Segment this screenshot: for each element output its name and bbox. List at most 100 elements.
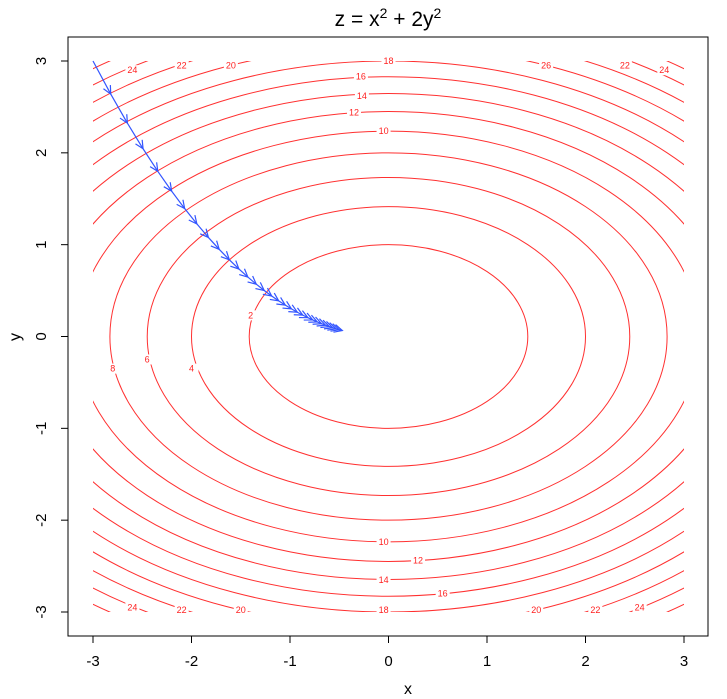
contour-label: 14 (357, 91, 367, 101)
x-tick-label: 1 (483, 653, 491, 670)
contour-label: 8 (110, 364, 115, 374)
path-step (271, 295, 280, 302)
path-arrowhead (247, 275, 258, 286)
contour-label: 14 (379, 575, 389, 585)
path-step (92, 60, 112, 95)
title-mid: + 2y (387, 8, 434, 31)
path-arrowhead (333, 324, 344, 333)
contour-level-2 (248, 244, 529, 429)
contour-label-bg (140, 354, 155, 365)
contour-level-22 (93, 61, 684, 612)
path-step (142, 148, 159, 172)
contour-label-bg (125, 65, 140, 76)
title-lhs: z = x (335, 8, 380, 31)
x-tick-label: -2 (185, 653, 198, 670)
contour-label: 10 (379, 537, 389, 547)
contour-label: 16 (356, 72, 366, 82)
contour-label-bg (411, 555, 426, 566)
contour-label-bg (657, 65, 672, 76)
contour-label-bg (539, 60, 554, 71)
x-tick-label: -3 (86, 653, 99, 670)
y-tick-label: 1 (33, 240, 50, 248)
contour-level-26 (93, 61, 684, 612)
contour-label: 22 (177, 61, 187, 71)
contour-label-bg (184, 363, 199, 374)
contour-level-4 (191, 206, 586, 467)
y-axis-label: y (7, 333, 24, 341)
contour-label-bg (174, 605, 189, 616)
path-step (196, 223, 209, 238)
contour-label-bg (617, 60, 632, 71)
contour-label: 24 (127, 65, 137, 75)
path-step (126, 122, 144, 150)
contour-label-bg (376, 574, 391, 585)
path-step (228, 259, 240, 270)
path-step (247, 276, 257, 285)
contour-label-bg (353, 71, 368, 82)
contour-label-bg (529, 605, 544, 616)
y-axis: -3 -2 -1 0 1 2 3 (33, 57, 69, 619)
contour-label: 22 (590, 605, 600, 615)
contour-level-12 (93, 111, 684, 562)
contour-label-bg (354, 90, 369, 101)
contour-label: 12 (349, 107, 359, 117)
path-arrowhead (135, 139, 144, 150)
y-tick-label: -1 (33, 422, 50, 435)
contour-label-bg (381, 56, 396, 66)
y-tick-label: 3 (33, 57, 50, 65)
contour-level-16 (93, 76, 684, 597)
x-tick-label: 0 (384, 653, 392, 670)
x-tick-label: 2 (581, 653, 589, 670)
title-exp-2: 2 (434, 5, 442, 21)
contour-label: 20 (531, 605, 541, 615)
contour-label: 26 (541, 61, 551, 71)
path-step (184, 208, 198, 225)
descent-path (92, 60, 344, 333)
contour-label-bg (347, 107, 362, 118)
contour-level-20 (93, 61, 684, 612)
contour-label: 18 (383, 56, 393, 66)
path-step (207, 237, 220, 250)
contour-label: 22 (620, 61, 630, 71)
contour-label: 6 (145, 354, 150, 364)
title-exp-1: 2 (380, 5, 388, 21)
x-axis: -3 -2 -1 0 1 2 3 (86, 635, 688, 670)
contour-label: 24 (635, 602, 645, 612)
contour-label-bg (435, 588, 450, 599)
contour-label: 20 (236, 605, 246, 615)
y-tick-label: 2 (33, 149, 50, 157)
contour-label-bg (105, 363, 120, 374)
contour-level-8 (109, 152, 668, 521)
path-step (218, 248, 230, 261)
contour-label-bg (376, 537, 391, 548)
x-tick-label: 3 (680, 653, 688, 670)
contour-label-bg (125, 602, 140, 613)
path-step (255, 283, 265, 291)
path-step (263, 290, 273, 297)
path-step (157, 170, 173, 192)
contour-label: 20 (226, 61, 236, 71)
contour-level-28 (0, 0, 727, 680)
contour-label-bg (174, 60, 189, 71)
path-arrowhead (163, 182, 173, 193)
path-step (110, 93, 128, 124)
y-tick-label: -2 (33, 513, 50, 526)
contour-label-bg (243, 310, 258, 321)
contour-label: 22 (177, 605, 187, 615)
path-step (171, 190, 186, 209)
contour-level-18 (93, 61, 684, 612)
contour-label: 24 (659, 65, 669, 75)
x-tick-label: -1 (283, 653, 296, 670)
contour-label-bg (223, 60, 238, 71)
contour-label: 24 (127, 602, 137, 612)
contour-label-bg (376, 125, 391, 136)
contour-label: 10 (379, 126, 389, 136)
contour-label: 18 (379, 605, 389, 615)
contour-level-24 (93, 61, 684, 612)
